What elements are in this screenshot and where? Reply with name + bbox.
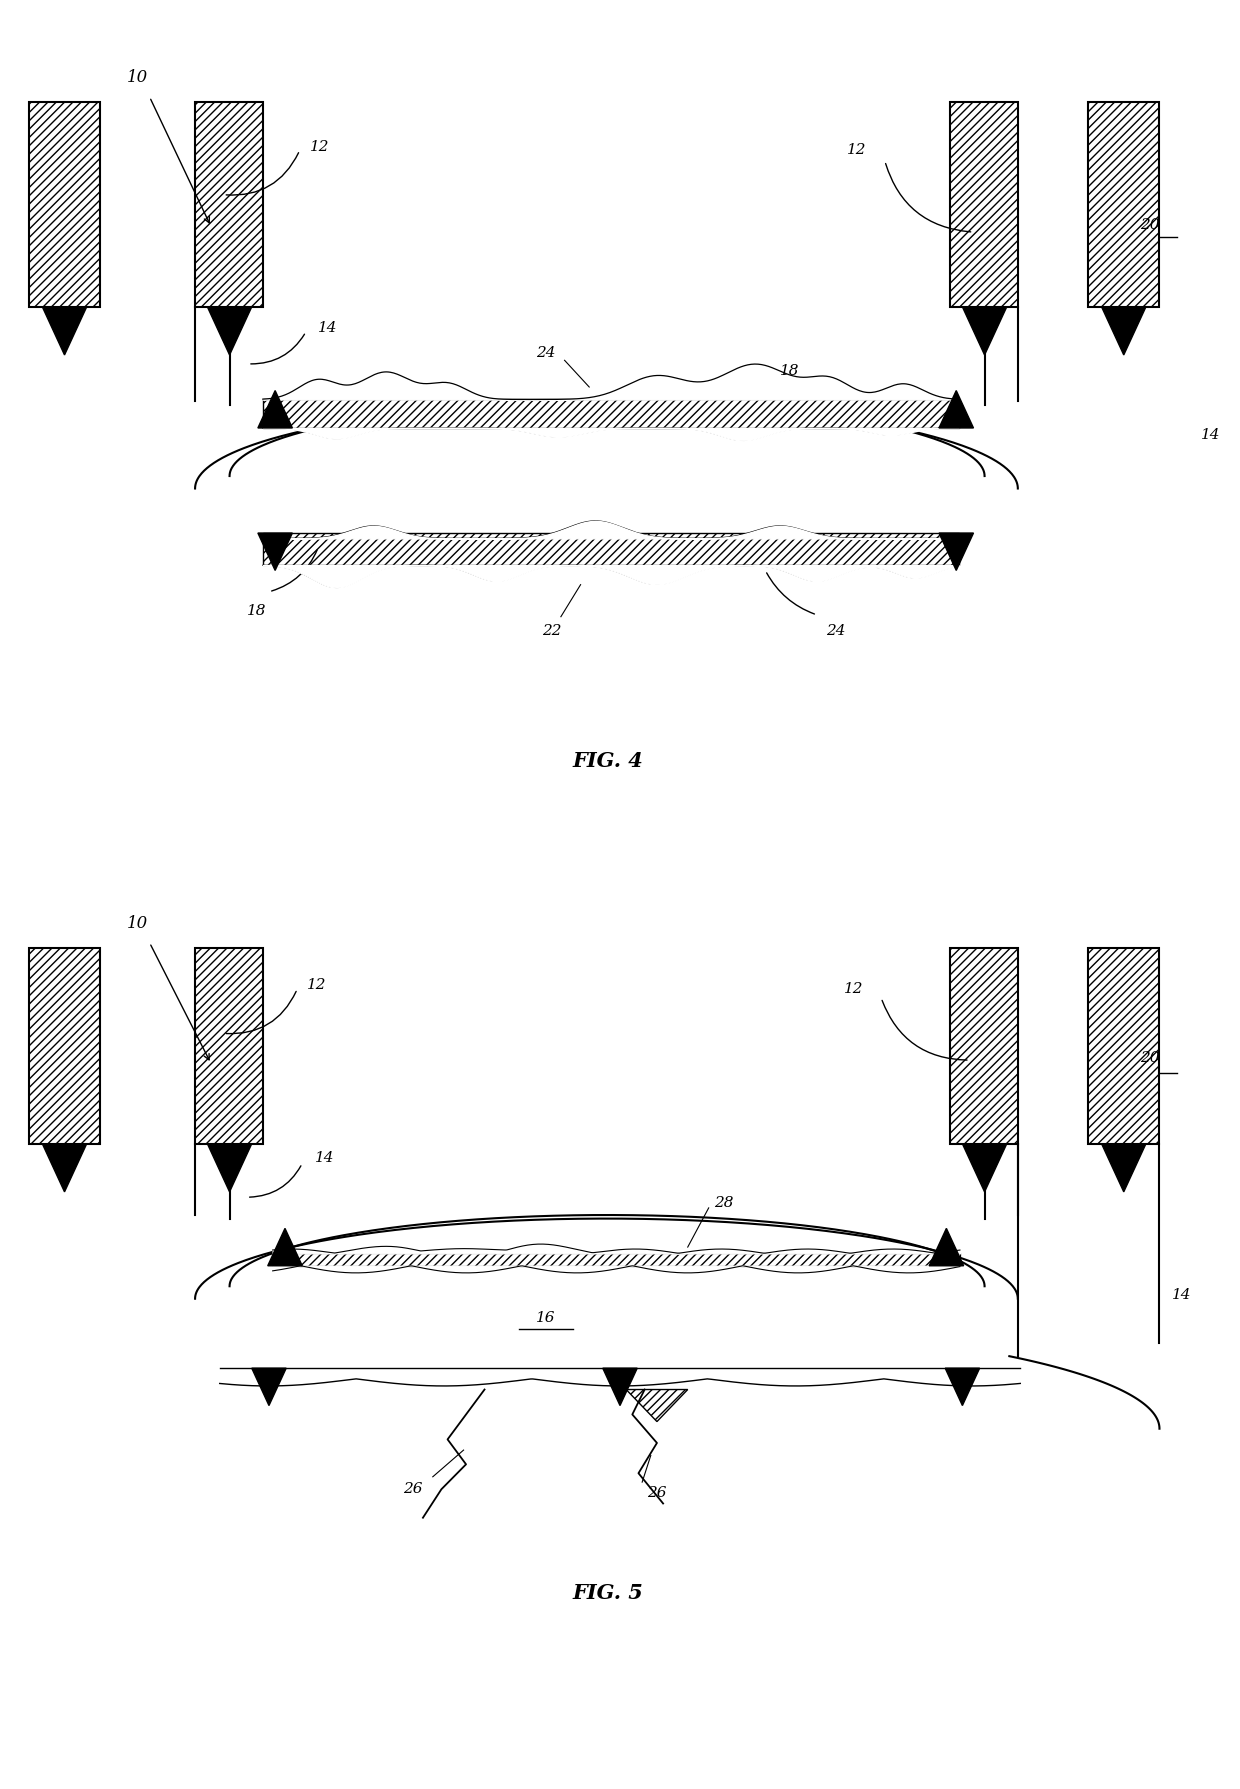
Polygon shape [626, 1390, 688, 1422]
Text: FIG. 4: FIG. 4 [573, 751, 644, 771]
Text: 18: 18 [780, 363, 800, 377]
Bar [195, 948, 263, 1143]
Text: 14: 14 [315, 1150, 334, 1165]
Text: 14: 14 [319, 322, 337, 335]
Text: 12: 12 [308, 979, 326, 993]
Polygon shape [945, 1369, 980, 1406]
Polygon shape [268, 1229, 303, 1267]
Text: 26: 26 [647, 1485, 667, 1499]
Text: 20: 20 [1140, 1052, 1159, 1064]
Text: FIG. 5: FIG. 5 [573, 1583, 644, 1603]
Text: 14: 14 [1172, 1288, 1192, 1302]
Polygon shape [42, 1143, 87, 1191]
Polygon shape [929, 1229, 963, 1267]
Text: 10: 10 [126, 914, 148, 932]
Bar [1087, 102, 1159, 308]
Text: 12: 12 [844, 982, 864, 996]
Text: 24: 24 [537, 347, 556, 360]
Bar [263, 533, 959, 565]
Polygon shape [207, 1143, 252, 1191]
Polygon shape [1101, 308, 1146, 354]
Bar [950, 948, 1018, 1143]
Text: 18: 18 [247, 605, 267, 619]
Polygon shape [252, 1369, 286, 1406]
Polygon shape [258, 390, 293, 428]
Bar [1087, 948, 1159, 1143]
Bar [263, 399, 959, 428]
Polygon shape [962, 308, 1007, 354]
Bar [950, 102, 1018, 308]
Text: 20: 20 [1140, 218, 1159, 233]
Polygon shape [962, 1143, 1007, 1191]
Text: 12: 12 [847, 143, 867, 157]
Text: 10: 10 [126, 70, 148, 86]
Text: 12: 12 [310, 140, 329, 154]
Text: 16: 16 [537, 1311, 556, 1326]
Polygon shape [258, 533, 293, 571]
Bar [29, 102, 100, 308]
Polygon shape [939, 533, 973, 571]
Bar [195, 102, 263, 308]
Bar [29, 948, 100, 1143]
Polygon shape [42, 308, 87, 354]
Bar [273, 1254, 960, 1267]
Text: 26: 26 [403, 1481, 423, 1496]
Text: 22: 22 [543, 624, 562, 639]
Text: 14: 14 [1202, 428, 1221, 442]
Polygon shape [1101, 1143, 1146, 1191]
Polygon shape [207, 308, 252, 354]
Text: 28: 28 [713, 1195, 733, 1209]
Polygon shape [603, 1369, 637, 1406]
Text: 24: 24 [826, 624, 846, 639]
Polygon shape [939, 390, 973, 428]
